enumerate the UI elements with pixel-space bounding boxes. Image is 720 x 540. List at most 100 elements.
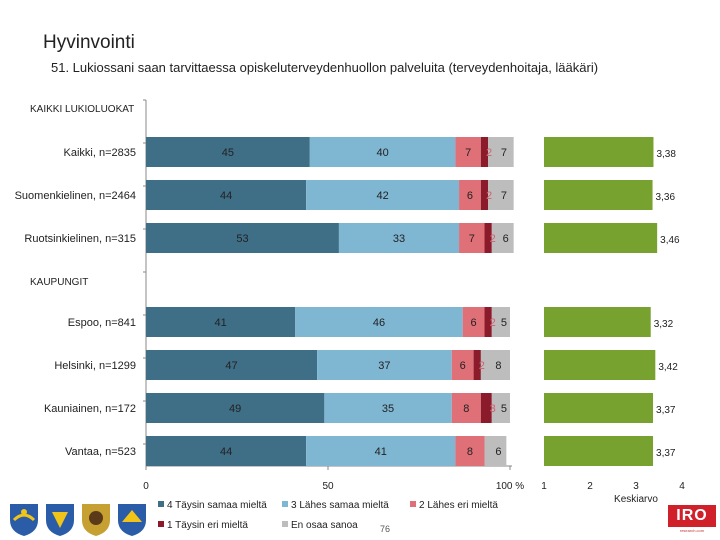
mean-bar — [544, 180, 653, 210]
category-label: Ruotsinkielinen, n=315 — [24, 233, 136, 245]
bar-segment — [484, 307, 492, 337]
data-label: 6 — [460, 360, 466, 372]
bar-segment — [306, 180, 460, 210]
x-tick-label: 50 — [322, 481, 334, 492]
data-label: 2 — [490, 317, 496, 329]
mean-tick-label: 1 — [541, 481, 547, 492]
x-tick-label: 100 % — [496, 481, 524, 492]
legend-swatch — [282, 521, 288, 527]
data-label: 41 — [214, 317, 226, 329]
category-label: Helsinki, n=1299 — [54, 360, 136, 372]
x-tick-label: 0 — [143, 481, 149, 492]
data-label: 7 — [501, 147, 507, 159]
legend-label: En osaa sanoa — [291, 520, 358, 531]
data-label: 37 — [378, 360, 390, 372]
mean-bar — [544, 350, 656, 380]
bar-segment — [473, 350, 481, 380]
data-label: 3 — [490, 403, 496, 415]
data-label: 6 — [471, 317, 477, 329]
data-label: 45 — [222, 147, 234, 159]
bar-segment — [455, 137, 481, 167]
data-label: 42 — [376, 190, 388, 202]
legend-swatch — [410, 501, 416, 507]
bar-segment — [295, 307, 463, 337]
legend-label: 1 Täysin eri mieltä — [167, 520, 248, 531]
data-label: 40 — [376, 147, 388, 159]
data-label: 7 — [465, 147, 471, 159]
page-title: Hyvinvointi — [43, 32, 135, 53]
data-label: 2 — [479, 360, 485, 372]
mean-bar — [544, 436, 654, 466]
bar-segment — [146, 307, 296, 337]
group-label: KAIKKI LUKIOLUOKAT — [30, 104, 134, 115]
data-label: 46 — [373, 317, 385, 329]
bar-segment — [491, 223, 514, 253]
bar-segment — [484, 436, 507, 466]
mean-label: 3,32 — [654, 319, 674, 330]
data-label: 7 — [469, 233, 475, 245]
data-label: 47 — [225, 360, 237, 372]
legend-swatch — [158, 501, 164, 507]
data-label: 33 — [393, 233, 405, 245]
data-label: 44 — [220, 190, 232, 202]
legend-label: 3 Lähes samaa mieltä — [291, 500, 389, 511]
data-label: 5 — [501, 403, 507, 415]
mean-label: 3,46 — [660, 235, 680, 246]
city-coat-of-arms-logos — [10, 504, 146, 536]
bar-segment — [306, 436, 456, 466]
bar-segment — [480, 350, 510, 380]
bar-segment — [491, 307, 510, 337]
data-label: 53 — [236, 233, 248, 245]
data-label: 41 — [375, 446, 387, 458]
data-label: 44 — [220, 446, 232, 458]
data-label: 7 — [501, 190, 507, 202]
bar-segment — [480, 137, 489, 167]
data-label: 2 — [486, 190, 492, 202]
page-number: 76 — [380, 524, 391, 534]
bar-segment — [451, 350, 474, 380]
mean-tick-label: 4 — [679, 481, 685, 492]
data-label: 6 — [503, 233, 509, 245]
bar-segment — [455, 436, 485, 466]
data-label: 8 — [463, 403, 469, 415]
category-label: Vantaa, n=523 — [65, 446, 136, 458]
bar-segment — [459, 180, 481, 210]
bar-segment — [324, 393, 452, 423]
category-label: Kauniainen, n=172 — [44, 403, 136, 415]
legend-label: 4 Täysin samaa mieltä — [167, 500, 267, 511]
bar-segment — [462, 307, 485, 337]
logo-text: IRO — [668, 505, 716, 527]
bar-segment — [480, 180, 489, 210]
mean-label: 3,37 — [656, 405, 676, 416]
bar-segment — [146, 393, 325, 423]
mean-tick-label: 3 — [633, 481, 639, 492]
bar-segment — [488, 180, 514, 210]
bar-segment — [317, 350, 452, 380]
bar-segment — [488, 137, 514, 167]
legend-label: 2 Lähes eri mieltä — [419, 500, 498, 511]
question-subtitle: 51. Lukiossani saan tarvittaessa opiskel… — [51, 60, 599, 75]
data-label: 6 — [495, 446, 501, 458]
coat-of-arms-kauniainen — [82, 504, 110, 536]
bar-segment — [491, 393, 510, 423]
data-label: 5 — [501, 317, 507, 329]
iro-logo: IRO research.com — [668, 505, 716, 533]
mean-bar — [544, 223, 658, 253]
bar-segment — [146, 223, 339, 253]
bar-segment — [146, 180, 307, 210]
mean-bar — [544, 137, 654, 167]
bar-segment — [146, 350, 318, 380]
data-label: 2 — [486, 147, 492, 159]
mean-bar — [544, 307, 651, 337]
bar-segment — [309, 137, 456, 167]
mean-label: 3,37 — [656, 448, 676, 459]
bar-segment — [459, 223, 485, 253]
category-label: Kaikki, n=2835 — [64, 147, 136, 159]
bar-segment — [480, 393, 492, 423]
group-label: KAUPUNGIT — [30, 277, 88, 288]
bar-segment — [484, 223, 492, 253]
mean-tick-label: 2 — [587, 481, 593, 492]
mean-axis-title: Keskiarvo — [614, 494, 658, 505]
mean-label: 3,36 — [656, 192, 676, 203]
